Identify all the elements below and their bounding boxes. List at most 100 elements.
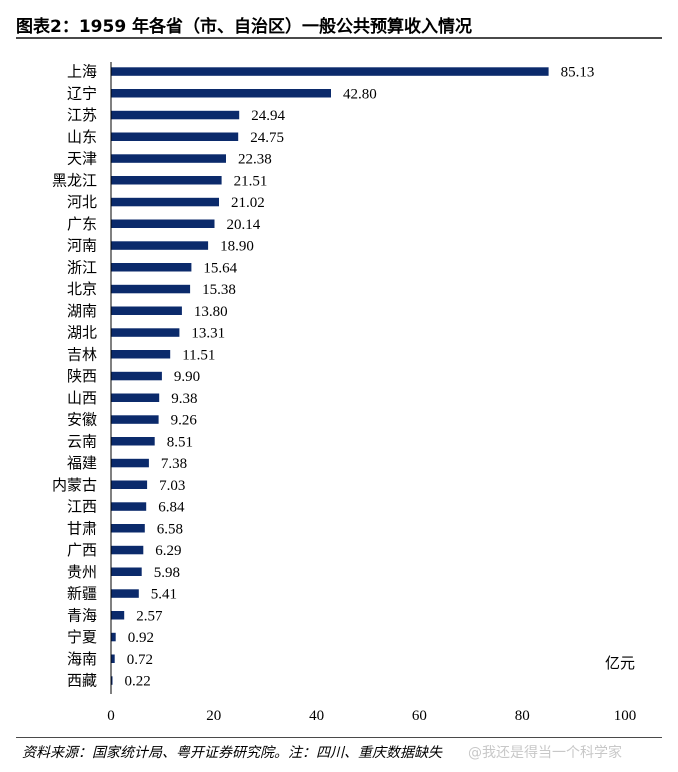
category-label: 河南 (67, 237, 97, 255)
bar (111, 415, 159, 424)
bar (111, 263, 192, 272)
category-label: 云南 (67, 432, 97, 450)
bar (111, 110, 240, 120)
category-label: 辽宁 (67, 84, 97, 102)
data-label: 7.38 (161, 456, 187, 472)
data-label: 9.90 (174, 369, 200, 385)
category-label: 贵州 (67, 563, 97, 581)
data-label: 0.22 (125, 674, 151, 690)
data-label: 11.51 (182, 347, 215, 363)
data-label: 13.31 (191, 326, 225, 342)
bar (111, 480, 148, 489)
data-label: 24.75 (250, 130, 284, 146)
category-label: 黑龙江 (52, 171, 97, 189)
data-label: 22.38 (238, 152, 272, 168)
x-tick-label: 40 (309, 708, 324, 724)
data-label: 15.64 (203, 260, 237, 276)
watermark-text: @我还是得当一个科学家 (468, 745, 622, 761)
category-label: 青海 (67, 606, 97, 624)
category-label: 上海 (67, 63, 97, 81)
category-label: 陕西 (67, 367, 97, 385)
category-label: 浙江 (67, 258, 97, 276)
bar (111, 371, 162, 381)
bar (111, 458, 149, 468)
bar (111, 306, 182, 315)
source-note: 资料来源：国家统计局、粤开证券研究院。注：四川、重庆数据缺失 (22, 745, 442, 761)
data-label: 20.14 (227, 217, 261, 233)
bar (111, 284, 191, 294)
data-label: 5.98 (154, 565, 180, 581)
bar (111, 611, 125, 620)
bar (111, 632, 116, 642)
data-label: 85.13 (561, 65, 595, 81)
category-label: 宁夏 (67, 628, 97, 646)
category-label: 江西 (67, 498, 97, 516)
chart-title: 图表2：1959 年各省（市、自治区）一般公共预算收入情况 (16, 17, 473, 37)
category-label: 江苏 (67, 106, 97, 124)
category-label: 安徽 (67, 411, 97, 429)
bar (111, 328, 180, 337)
data-label: 0.72 (127, 652, 153, 668)
category-label: 北京 (67, 280, 97, 298)
category-label: 西藏 (67, 672, 97, 690)
bar (111, 89, 331, 98)
category-label: 海南 (67, 650, 97, 668)
category-label: 福建 (67, 454, 97, 472)
bar (111, 524, 145, 533)
category-label: 湖南 (67, 302, 97, 320)
category-label: 新疆 (67, 585, 97, 603)
bar (111, 393, 160, 402)
bar (111, 545, 144, 555)
bar (111, 197, 219, 207)
x-tick-label: 80 (515, 708, 530, 724)
data-label: 24.94 (251, 108, 285, 124)
bar (111, 219, 215, 228)
category-label: 广东 (67, 215, 97, 233)
category-label: 天津 (67, 150, 97, 168)
data-label: 8.51 (167, 434, 193, 450)
data-label: 0.92 (128, 630, 154, 646)
x-tick-label: 60 (412, 708, 427, 724)
footer-divider (16, 737, 662, 738)
x-tick-label: 20 (206, 708, 221, 724)
category-label: 山西 (67, 389, 97, 407)
bar (111, 654, 115, 663)
data-label: 6.84 (158, 500, 185, 516)
data-label: 6.58 (157, 521, 183, 537)
bar-chart: 上海 85.13 辽宁 42.80 江苏 24.94 山东 24.75 天津 22.38 黑龙江 21… (52, 62, 637, 724)
category-label: 河北 (67, 193, 97, 211)
bar (111, 241, 209, 250)
data-label: 15.38 (202, 282, 236, 298)
data-label: 13.80 (194, 304, 228, 320)
category-label: 甘肃 (67, 519, 97, 537)
data-label: 6.29 (155, 543, 181, 559)
bar (111, 502, 147, 511)
bar (111, 67, 549, 76)
title-divider (16, 37, 662, 39)
bar (111, 589, 139, 598)
bar (111, 132, 239, 141)
unit-label: 亿元 (605, 654, 635, 672)
data-label: 42.80 (343, 86, 377, 102)
data-label: 2.57 (136, 608, 163, 624)
data-label: 9.38 (171, 391, 197, 407)
x-tick-label: 100 (614, 708, 637, 724)
data-label: 18.90 (220, 239, 254, 255)
category-label: 山东 (67, 128, 97, 146)
data-label: 21.02 (231, 195, 265, 211)
category-label: 内蒙古 (52, 476, 97, 494)
bar (111, 176, 222, 185)
data-label: 21.51 (234, 173, 268, 189)
bar (111, 154, 226, 163)
data-label: 5.41 (151, 587, 177, 603)
bar (111, 567, 142, 576)
data-label: 7.03 (159, 478, 185, 494)
category-label: 吉林 (67, 345, 97, 363)
data-label: 9.26 (171, 413, 198, 429)
category-label: 湖北 (67, 324, 97, 342)
category-label: 广西 (67, 541, 97, 559)
bar (111, 676, 113, 685)
x-tick-label: 0 (107, 708, 115, 724)
bar (111, 350, 171, 359)
bar (111, 437, 155, 446)
